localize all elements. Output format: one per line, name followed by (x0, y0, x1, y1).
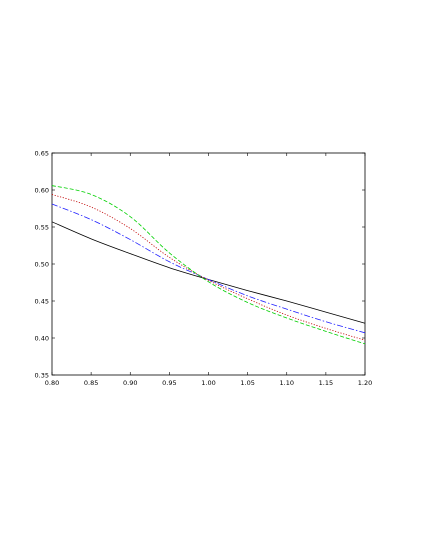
x-tick-label: 0.95 (162, 379, 176, 387)
y-tick-label: 0.60 (35, 186, 49, 194)
x-tick-label: 0.85 (84, 379, 98, 387)
y-tick-label: 0.45 (35, 297, 49, 305)
x-tick-label: 1.05 (240, 379, 254, 387)
series-line-1 (51, 221, 366, 324)
x-tick-label: 0.80 (45, 379, 59, 387)
y-axis: 0.35 0.40 0.45 0.50 0.55 0.60 0.65 (35, 149, 365, 379)
x-tick-label: 1.10 (280, 379, 294, 387)
series-layer (51, 185, 366, 345)
y-tick-label: 0.40 (35, 334, 49, 342)
x-tick-label: 1.20 (358, 379, 372, 387)
series-line-3 (51, 194, 366, 341)
plot-frame (51, 152, 366, 376)
y-tick-label: 0.35 (35, 371, 49, 379)
y-tick-label: 0.50 (35, 260, 49, 268)
series-line-4 (51, 185, 366, 345)
x-tick-label: 1.15 (319, 379, 333, 387)
x-tick-label: 0.90 (123, 379, 137, 387)
y-tick-label: 0.55 (35, 223, 49, 231)
series-line-2 (51, 203, 366, 334)
x-axis: 0.80 0.85 0.90 0.95 1.00 1.05 1.10 1.15 1.20 (45, 153, 372, 387)
x-tick-label: 1.00 (201, 379, 215, 387)
y-tick-label: 0.65 (35, 149, 49, 157)
